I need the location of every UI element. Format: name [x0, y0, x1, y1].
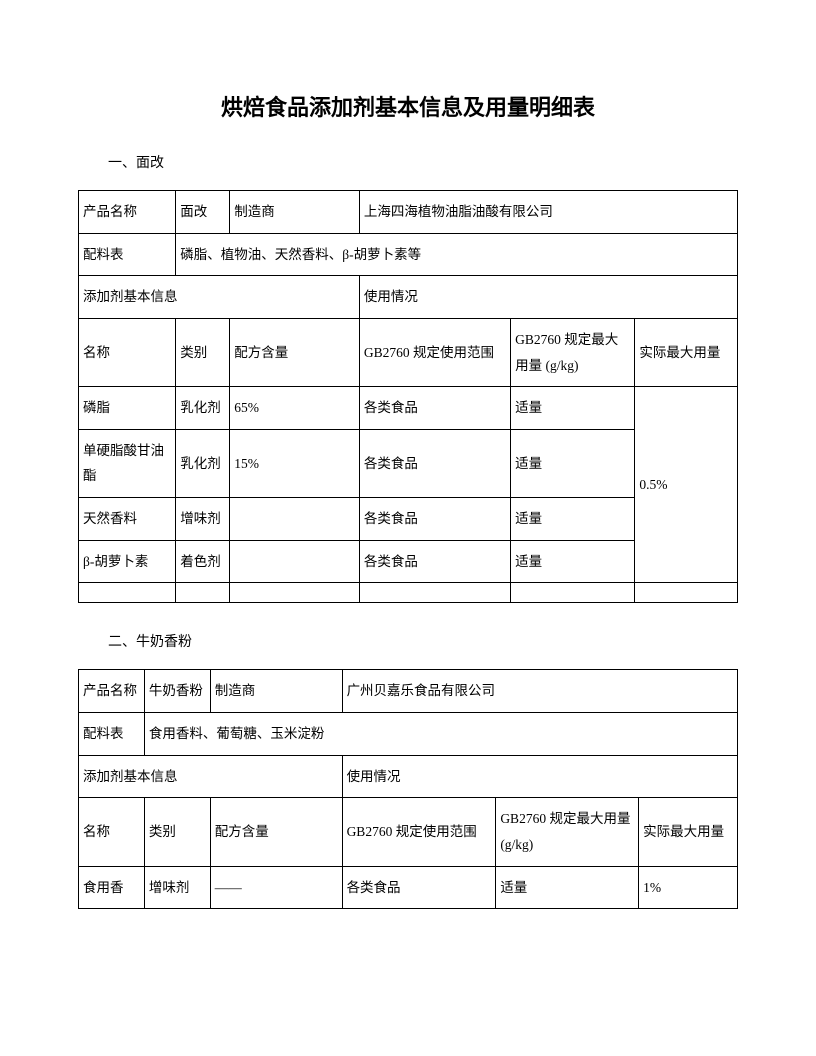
section-2-heading: 二、牛奶香粉: [108, 631, 738, 651]
cell-usage: 使用情况: [342, 755, 737, 798]
table-row-empty: [79, 583, 738, 603]
cell: 适量: [511, 387, 635, 430]
cell: 各类食品: [342, 866, 496, 909]
cell: 适量: [511, 540, 635, 583]
cell-col-scope: GB2760 规定使用范围: [342, 798, 496, 866]
cell-basic-info: 添加剂基本信息: [79, 276, 360, 319]
table-row: 磷脂 乳化剂 65% 各类食品 适量 0.5%: [79, 387, 738, 430]
table-row: 添加剂基本信息 使用情况: [79, 276, 738, 319]
cell: 食用香: [79, 866, 145, 909]
cell-product-name-value: 面改: [176, 191, 230, 234]
cell-ingredients-value: 磷脂、植物油、天然香料、β-胡萝卜素等: [176, 233, 738, 276]
table-row: 名称 类别 配方含量 GB2760 规定使用范围 GB2760 规定最大用量 (…: [79, 798, 738, 866]
cell-manufacturer-label: 制造商: [210, 670, 342, 713]
cell: [230, 540, 360, 583]
cell: ——: [210, 866, 342, 909]
cell-ingredients-value: 食用香料、葡萄糖、玉米淀粉: [144, 713, 737, 756]
cell-manufacturer-label: 制造商: [230, 191, 360, 234]
table-row: 添加剂基本信息 使用情况: [79, 755, 738, 798]
table-row: 产品名称 牛奶香粉 制造商 广州贝嘉乐食品有限公司: [79, 670, 738, 713]
cell-basic-info: 添加剂基本信息: [79, 755, 343, 798]
table-row: 食用香 增味剂 —— 各类食品 适量 1%: [79, 866, 738, 909]
cell-col-actual: 实际最大用量: [639, 798, 738, 866]
cell: 单硬脂酸甘油酯: [79, 429, 176, 497]
document-title: 烘焙食品添加剂基本信息及用量明细表: [78, 90, 738, 122]
cell-actual-max: 0.5%: [635, 387, 738, 583]
cell: 各类食品: [359, 387, 510, 430]
cell-col-name: 名称: [79, 318, 176, 386]
table-row: 配料表 磷脂、植物油、天然香料、β-胡萝卜素等: [79, 233, 738, 276]
cell: 着色剂: [176, 540, 230, 583]
cell-product-name-label: 产品名称: [79, 191, 176, 234]
cell-col-scope: GB2760 规定使用范围: [359, 318, 510, 386]
cell: [230, 498, 360, 541]
cell-col-category: 类别: [176, 318, 230, 386]
cell-product-name-value: 牛奶香粉: [144, 670, 210, 713]
cell-col-formula: 配方含量: [230, 318, 360, 386]
section-1-heading: 一、面改: [108, 152, 738, 172]
table-row: 名称 类别 配方含量 GB2760 规定使用范围 GB2760 规定最大用量 (…: [79, 318, 738, 386]
cell-ingredients-label: 配料表: [79, 233, 176, 276]
table-row: 配料表 食用香料、葡萄糖、玉米淀粉: [79, 713, 738, 756]
table-2: 产品名称 牛奶香粉 制造商 广州贝嘉乐食品有限公司 配料表 食用香料、葡萄糖、玉…: [78, 669, 738, 909]
cell: 各类食品: [359, 540, 510, 583]
cell-product-name-label: 产品名称: [79, 670, 145, 713]
cell: 乳化剂: [176, 429, 230, 497]
cell-col-category: 类别: [144, 798, 210, 866]
cell-col-name: 名称: [79, 798, 145, 866]
cell: 适量: [511, 498, 635, 541]
cell: 适量: [496, 866, 639, 909]
cell: 天然香料: [79, 498, 176, 541]
cell-col-max: GB2760 规定最大用量 (g/kg): [496, 798, 639, 866]
cell: 各类食品: [359, 498, 510, 541]
cell: 各类食品: [359, 429, 510, 497]
cell: 65%: [230, 387, 360, 430]
cell-col-formula: 配方含量: [210, 798, 342, 866]
cell-usage: 使用情况: [359, 276, 737, 319]
cell: 乳化剂: [176, 387, 230, 430]
cell: 适量: [511, 429, 635, 497]
cell-manufacturer-value: 上海四海植物油脂油酸有限公司: [359, 191, 737, 234]
cell: 磷脂: [79, 387, 176, 430]
table-1: 产品名称 面改 制造商 上海四海植物油脂油酸有限公司 配料表 磷脂、植物油、天然…: [78, 190, 738, 603]
cell-col-max: GB2760 规定最大用量 (g/kg): [511, 318, 635, 386]
table-row: 产品名称 面改 制造商 上海四海植物油脂油酸有限公司: [79, 191, 738, 234]
cell: 增味剂: [176, 498, 230, 541]
cell: 增味剂: [144, 866, 210, 909]
cell-col-actual: 实际最大用量: [635, 318, 738, 386]
cell-actual-max: 1%: [639, 866, 738, 909]
cell: β-胡萝卜素: [79, 540, 176, 583]
cell-ingredients-label: 配料表: [79, 713, 145, 756]
cell: 15%: [230, 429, 360, 497]
cell-manufacturer-value: 广州贝嘉乐食品有限公司: [342, 670, 737, 713]
